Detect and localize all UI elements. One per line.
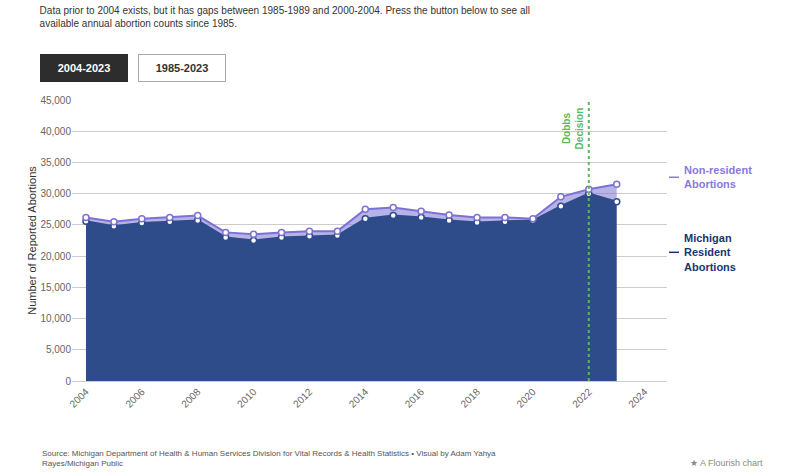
svg-text:2024: 2024	[626, 386, 650, 410]
svg-text:DobbsDecision: DobbsDecision	[561, 108, 585, 150]
svg-text:Non-residentAbortions: Non-residentAbortions	[684, 164, 752, 190]
svg-text:1985-2023: 1985-2023	[156, 62, 209, 74]
svg-text:40,000: 40,000	[40, 126, 71, 137]
svg-text:2004: 2004	[67, 386, 91, 410]
svg-text:Number of Reported Abortions: Number of Reported Abortions	[26, 166, 38, 315]
svg-text:30,000: 30,000	[40, 188, 71, 199]
svg-text:25,000: 25,000	[40, 219, 71, 230]
svg-text:0: 0	[65, 376, 71, 387]
svg-text:2014: 2014	[347, 386, 371, 410]
svg-text:5,000: 5,000	[46, 344, 71, 355]
svg-text:10,000: 10,000	[40, 313, 71, 324]
svg-text:2016: 2016	[403, 386, 427, 410]
svg-text:2012: 2012	[291, 386, 315, 410]
svg-text:2022: 2022	[570, 386, 594, 410]
svg-text:45,000: 45,000	[40, 95, 71, 106]
svg-text:20,000: 20,000	[40, 251, 71, 262]
svg-text:35,000: 35,000	[40, 157, 71, 168]
svg-text:2020: 2020	[514, 386, 538, 410]
svg-text:2018: 2018	[458, 386, 482, 410]
svg-text:2004-2023: 2004-2023	[58, 62, 111, 74]
svg-text:★ A Flourish chart: ★ A Flourish chart	[690, 458, 763, 468]
svg-text:Data prior to 2004 exists, but: Data prior to 2004 exists, but it has ga…	[40, 5, 530, 29]
svg-text:2006: 2006	[123, 386, 147, 410]
svg-text:15,000: 15,000	[40, 282, 71, 293]
svg-text:Source: Michigan Department of: Source: Michigan Department of Health & …	[42, 449, 496, 468]
svg-text:2008: 2008	[179, 386, 203, 410]
svg-text:MichiganResidentAbortions: MichiganResidentAbortions	[684, 232, 736, 273]
svg-text:2010: 2010	[235, 386, 259, 410]
